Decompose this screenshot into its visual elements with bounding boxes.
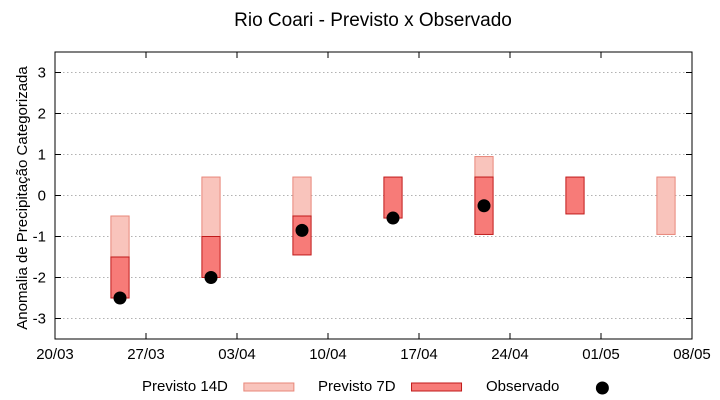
range-bar xyxy=(474,156,494,178)
y-tick-label: -3 xyxy=(33,311,46,328)
axes: -3 -2 -1 0 1 2 3 20/03 27/03 03/04 10/04 17/04 24/04… xyxy=(33,52,711,363)
y-tick-label: -2 xyxy=(33,270,46,287)
legend: Previsto 14D Previsto 7D Observado xyxy=(142,378,609,395)
legend-swatch xyxy=(243,382,295,392)
range-bar xyxy=(292,176,312,217)
x-tick-label: 20/03 xyxy=(36,346,74,363)
legend-label: Observado xyxy=(486,378,559,395)
observed-point xyxy=(386,211,400,225)
y-tick-label: 0 xyxy=(38,188,46,205)
grid-lines xyxy=(55,72,692,319)
observed-point xyxy=(477,199,491,213)
x-tick-label: 03/04 xyxy=(218,346,256,363)
x-tick-label: 10/04 xyxy=(309,346,347,363)
range-bar xyxy=(201,176,221,238)
x-tick-label: 24/04 xyxy=(491,346,529,363)
range-bar xyxy=(565,176,585,215)
y-tick-label: 1 xyxy=(38,147,46,164)
x-tick-label: 01/05 xyxy=(582,346,620,363)
y-tick-label: -1 xyxy=(33,229,46,246)
observed-point xyxy=(113,291,127,305)
legend-swatch xyxy=(411,382,463,392)
observed-point xyxy=(204,271,218,284)
x-tick-label: 27/03 xyxy=(127,346,165,363)
legend-label: Previsto 7D xyxy=(318,378,396,395)
range-bar xyxy=(656,176,676,235)
plot-series xyxy=(110,156,676,305)
x-tick-label: 08/05 xyxy=(673,346,711,363)
observed-point xyxy=(295,223,309,237)
legend-label: Previsto 14D xyxy=(142,378,228,395)
chart-title: Rio Coari - Previsto x Observado xyxy=(234,10,512,31)
y-axis-label: Anomalia de Precipitação Categorizada xyxy=(14,66,31,330)
range-bar xyxy=(110,215,130,258)
y-tick-label: 2 xyxy=(38,106,46,123)
y-tick-label: 3 xyxy=(38,65,46,82)
x-tick-label: 17/04 xyxy=(400,346,438,363)
legend-marker xyxy=(595,381,609,395)
